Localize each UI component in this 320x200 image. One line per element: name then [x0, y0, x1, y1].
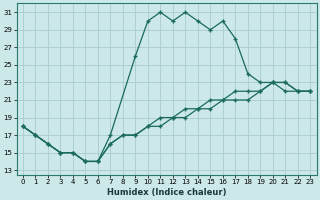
- X-axis label: Humidex (Indice chaleur): Humidex (Indice chaleur): [107, 188, 226, 197]
